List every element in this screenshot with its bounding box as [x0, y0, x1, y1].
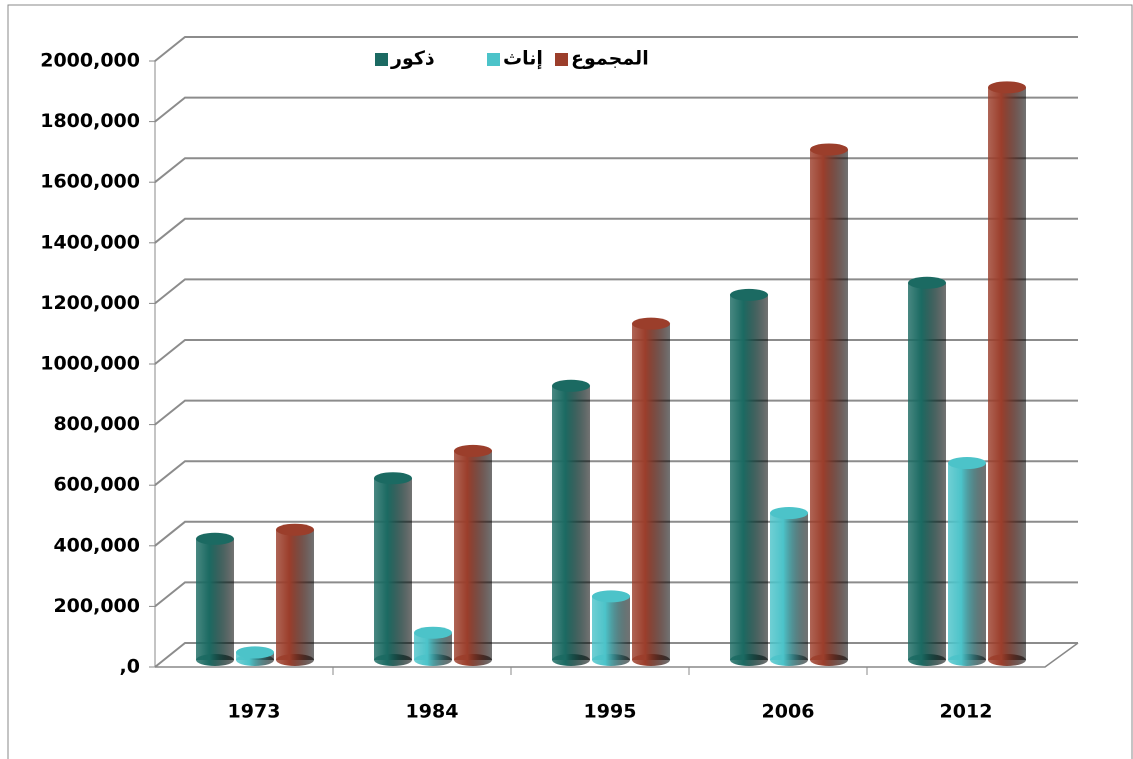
y-tick-label: 1400,000 — [40, 231, 140, 253]
x-tick-label: 1973 — [228, 701, 281, 723]
bar-body — [770, 513, 808, 660]
y-tick-label: 1000,000 — [40, 353, 140, 375]
grid-line — [154, 278, 1078, 305]
x-tick-label: 2012 — [940, 701, 993, 723]
bar-top — [414, 626, 452, 639]
bar-body — [374, 478, 412, 660]
bar-body — [552, 385, 590, 660]
bar — [948, 457, 986, 666]
x-tick-label: 1995 — [584, 701, 637, 723]
bar-bottom — [908, 654, 946, 666]
bar-body — [196, 538, 234, 660]
legend-swatch — [487, 53, 500, 66]
grid-line — [154, 460, 1078, 486]
grid-line — [154, 339, 1078, 365]
bar-body — [988, 87, 1026, 660]
grid-line — [154, 36, 1078, 62]
y-tick-label: 800,000 — [53, 413, 140, 435]
legend-label: ذكور — [390, 48, 435, 70]
bar-top — [730, 288, 768, 301]
x-tick-label: 2006 — [762, 701, 815, 723]
bar-top — [374, 472, 412, 485]
y-tick-label: 400,000 — [53, 534, 140, 556]
bar — [770, 507, 808, 666]
bar-bottom — [454, 654, 492, 666]
bar — [236, 646, 274, 666]
bar — [552, 379, 590, 666]
y-tick-label: 1200,000 — [40, 292, 140, 314]
grid-line — [154, 157, 1078, 183]
bar-bottom — [632, 654, 670, 666]
bar-top — [908, 276, 946, 289]
bar — [454, 444, 492, 666]
bar-bottom — [552, 654, 590, 666]
bar-bottom — [374, 654, 412, 666]
y-tick-label: 2000,000 — [40, 50, 140, 72]
bar-top — [454, 444, 492, 457]
floor — [155, 642, 1079, 668]
bar-bottom — [730, 654, 768, 666]
bar — [414, 626, 452, 666]
bar-bottom — [810, 654, 848, 666]
bar-top — [196, 532, 234, 545]
bar-top — [988, 81, 1026, 94]
y-tick-label: 600,000 — [53, 474, 140, 496]
grid-line — [154, 217, 1078, 244]
bar — [196, 532, 234, 666]
bar-top — [810, 143, 848, 156]
legend-label: المجموع — [571, 48, 649, 70]
y-tick-label: ,0 — [120, 656, 140, 678]
bar-body — [810, 149, 848, 660]
bar-top — [770, 507, 808, 520]
bar-body — [454, 450, 492, 660]
bar-body — [276, 529, 314, 660]
bar-top — [948, 457, 986, 470]
y-tick-label: 200,000 — [53, 595, 140, 617]
bar — [730, 288, 768, 666]
bar — [908, 276, 946, 666]
legend-label: إناث — [503, 48, 543, 70]
bar-bottom — [770, 654, 808, 666]
legend-swatch — [555, 53, 568, 66]
bar — [276, 523, 314, 666]
bar — [374, 472, 412, 666]
bar-bottom — [276, 654, 314, 666]
bar — [988, 81, 1026, 666]
legend-swatch — [375, 53, 388, 66]
grid-line — [154, 399, 1078, 426]
y-tick-label: 1800,000 — [40, 110, 140, 132]
bar-body — [632, 323, 670, 660]
bar-body — [730, 294, 768, 660]
bar-top — [592, 590, 630, 603]
bar-top — [632, 317, 670, 330]
grid-line — [154, 96, 1078, 123]
bar-bottom — [988, 654, 1026, 666]
y-tick-label: 1600,000 — [40, 171, 140, 193]
bar-bottom — [196, 654, 234, 666]
bar-bottom — [948, 654, 986, 666]
bar-top — [276, 523, 314, 536]
bar-bottom — [592, 654, 630, 666]
bar-bottom — [414, 654, 452, 666]
bar-top — [552, 379, 590, 392]
x-tick-label: 1984 — [406, 701, 459, 723]
bar-top — [236, 646, 274, 659]
bar — [632, 317, 670, 666]
bar — [810, 143, 848, 666]
bar — [592, 590, 630, 666]
bar-body — [592, 596, 630, 660]
bar-body — [948, 463, 986, 660]
bar-body — [908, 282, 946, 660]
